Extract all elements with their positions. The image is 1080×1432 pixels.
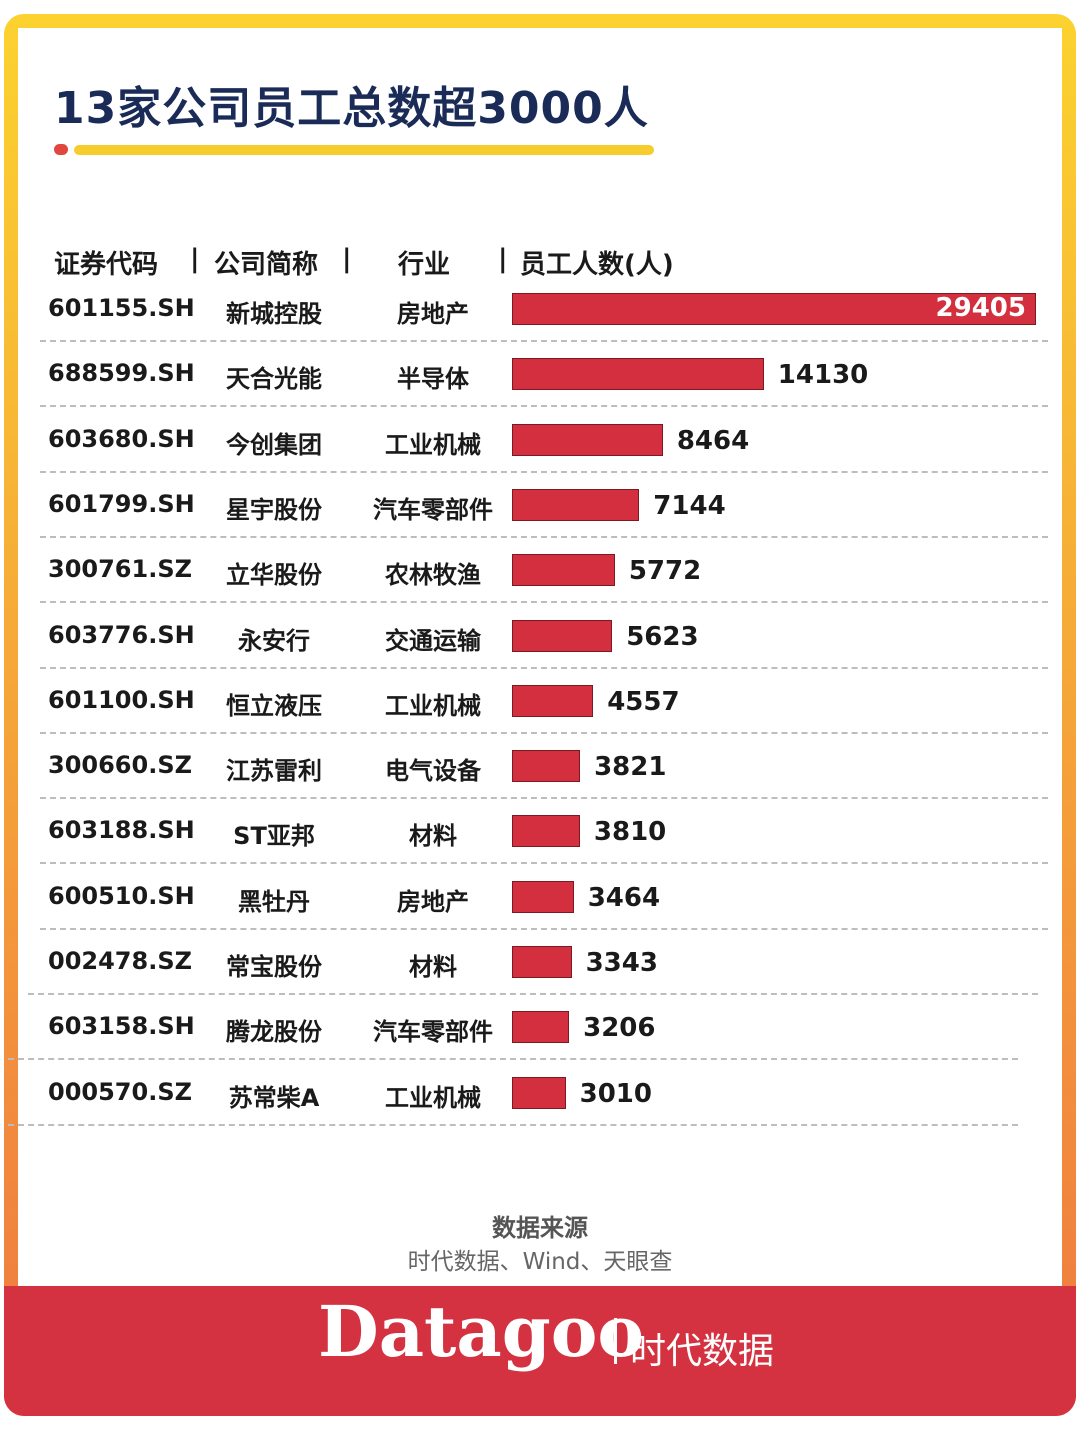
row-industry: 交通运输	[385, 626, 481, 655]
row-code: 601799.SH	[48, 489, 195, 518]
bar-value-label: 14130	[777, 360, 869, 391]
row-industry: 工业机械	[385, 1083, 481, 1112]
row-code: 300660.SZ	[48, 751, 192, 780]
bar	[512, 880, 574, 913]
row-industry: 工业机械	[385, 430, 481, 459]
bar	[512, 488, 640, 521]
row-code: 002478.SZ	[48, 947, 192, 975]
row-divider	[40, 731, 1048, 734]
row-industry: 材料	[409, 953, 457, 981]
row-divider	[40, 470, 1048, 473]
row-name: 星宇股份	[226, 495, 322, 524]
row-name: 恒立液压	[226, 691, 322, 720]
footer-band	[4, 1286, 1076, 1416]
row-name: 永安行	[238, 626, 310, 655]
header-separator: |	[190, 244, 200, 274]
row-industry: 农林牧渔	[385, 561, 481, 590]
row-code: 601155.SH	[48, 294, 195, 322]
row-name: 苏常柴A	[228, 1083, 320, 1112]
row-industry: 汽车零部件	[373, 495, 493, 524]
bar	[512, 684, 594, 717]
row-industry: 房地产	[397, 887, 469, 916]
row-code: 688599.SH	[48, 359, 195, 388]
row-code: 603158.SH	[48, 1012, 195, 1041]
row-industry: 房地产	[397, 300, 469, 328]
row-divider	[8, 1123, 1018, 1126]
row-industry: 工业机械	[385, 691, 481, 720]
header-industry: 行业	[398, 250, 451, 280]
bar-value-label: 4557	[607, 686, 680, 717]
header-code: 证券代码	[54, 250, 159, 280]
source-text: 时代数据、Wind、天眼查	[407, 1249, 673, 1275]
row-divider	[40, 340, 1048, 342]
bar	[512, 815, 580, 848]
bar-value-label: 3206	[583, 1013, 656, 1044]
row-industry: 材料	[409, 822, 457, 851]
poster-frame: 13家公司员工总数超3000人 证券代码 | 公司简称 | 行业 | 员工人数(…	[4, 14, 1076, 1416]
bar-value-label: 3821	[594, 752, 667, 783]
bar-value-label: 5772	[628, 556, 702, 587]
row-code: 300761.SZ	[48, 555, 192, 584]
title-accent-dot	[54, 144, 68, 155]
row-industry: 电气设备	[385, 757, 481, 786]
row-industry: 半导体	[397, 365, 469, 394]
row-name: 新城控股	[226, 300, 322, 328]
header-separator: |	[498, 244, 508, 274]
row-name: 立华股份	[226, 561, 322, 590]
row-name: 天合光能	[226, 365, 322, 394]
bar-value-label: 7144	[653, 490, 726, 521]
row-divider	[40, 666, 1048, 669]
row-divider	[28, 993, 1038, 995]
brand-name: 时代数据	[630, 1331, 775, 1372]
bar	[512, 946, 572, 978]
bar-value-label: 3464	[587, 882, 661, 913]
bar	[512, 750, 581, 783]
row-divider	[40, 797, 1048, 800]
row-divider	[8, 1058, 1018, 1061]
bar	[512, 1076, 566, 1109]
bar-value-label: 3343	[585, 948, 658, 978]
row-divider	[40, 862, 1048, 865]
bar-value-label: 8464	[676, 425, 750, 456]
bar-value-label: 5623	[626, 621, 699, 652]
row-divider	[40, 601, 1048, 604]
row-code: 603680.SH	[48, 424, 195, 453]
row-code: 603188.SH	[48, 816, 195, 845]
bar	[512, 619, 613, 652]
content-panel: 13家公司员工总数超3000人 证券代码 | 公司简称 | 行业 | 员工人数(…	[8, 28, 1062, 1286]
row-code: 603776.SH	[48, 620, 195, 649]
header-name: 公司简称	[214, 250, 319, 280]
brand-separator	[614, 1318, 617, 1364]
row-name: 腾龙股份	[226, 1018, 322, 1047]
row-industry: 汽车零部件	[373, 1018, 493, 1047]
header-employees: 员工人数(人)	[520, 250, 674, 280]
page-title: 13家公司员工总数超3000人	[54, 83, 649, 134]
bar	[512, 423, 663, 456]
source-label: 数据来源	[492, 1214, 588, 1242]
row-name: 今创集团	[226, 430, 322, 459]
bar	[512, 1011, 570, 1044]
row-name: ST亚邦	[233, 822, 315, 851]
row-divider	[40, 405, 1048, 408]
bar-value-label: 3010	[579, 1078, 652, 1109]
bar	[512, 358, 764, 391]
row-name: 常宝股份	[226, 953, 322, 981]
row-divider	[40, 535, 1048, 538]
row-name: 江苏雷利	[226, 757, 322, 786]
row-name: 黑牡丹	[238, 887, 310, 916]
bar	[512, 554, 615, 587]
row-code: 601100.SH	[48, 685, 195, 714]
bar-value-label: 3810	[593, 817, 667, 848]
row-code: 600510.SH	[48, 881, 195, 910]
row-code: 000570.SZ	[48, 1077, 192, 1106]
bar-value-label: 29405	[935, 293, 1026, 323]
bar	[512, 293, 1036, 325]
row-divider	[40, 927, 1048, 930]
header-separator: |	[342, 244, 352, 274]
title-underline	[74, 145, 654, 155]
brand-logo: Datagoo	[318, 1290, 645, 1373]
